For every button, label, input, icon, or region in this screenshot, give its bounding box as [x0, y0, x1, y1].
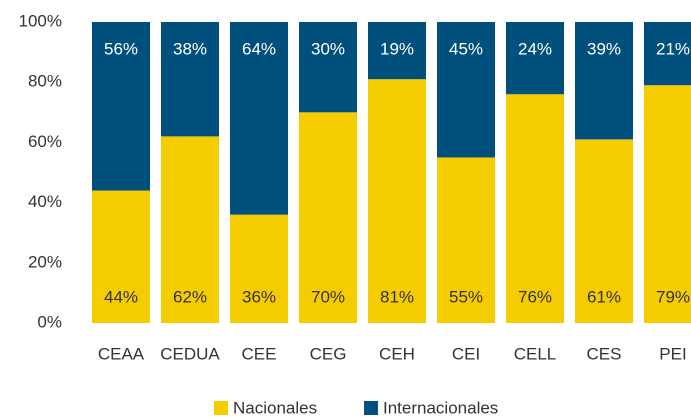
bar-segment — [161, 136, 219, 323]
y-tick-label: 0% — [37, 312, 62, 331]
x-tick-label: CEE — [242, 344, 277, 363]
y-tick-label: 100% — [19, 11, 62, 30]
data-label: 45% — [449, 39, 483, 58]
data-label: 21% — [656, 39, 690, 58]
data-label: 55% — [449, 287, 483, 306]
data-label: 30% — [311, 39, 345, 58]
y-tick-label: 60% — [28, 132, 62, 151]
data-label: 70% — [311, 287, 345, 306]
data-label: 61% — [587, 287, 621, 306]
legend-swatch — [364, 401, 378, 415]
data-label: 38% — [173, 39, 207, 58]
legend-label: Nacionales — [233, 398, 317, 417]
bar-segment — [368, 22, 426, 80]
x-tick-label: CEDUA — [160, 344, 220, 363]
x-tick-label: CEH — [379, 344, 415, 363]
x-tick-label: CEI — [452, 344, 480, 363]
bar-segment — [575, 139, 633, 323]
bar-segment — [575, 22, 633, 140]
x-tick-label: PEI — [659, 344, 686, 363]
bar-segment — [368, 79, 426, 323]
data-label: 39% — [587, 39, 621, 58]
data-label: 64% — [242, 39, 276, 58]
legend-swatch — [214, 401, 228, 415]
bar-segment — [230, 214, 288, 323]
bar-segment — [644, 85, 691, 324]
data-label: 44% — [104, 287, 138, 306]
bar-segment — [299, 112, 357, 323]
data-label: 79% — [656, 287, 690, 306]
legend-label: Internacionales — [383, 398, 498, 417]
data-label: 19% — [380, 39, 414, 58]
y-tick-label: 80% — [28, 72, 62, 91]
bar-segment — [92, 22, 150, 191]
data-label: 76% — [518, 287, 552, 306]
y-tick-label: 40% — [28, 192, 62, 211]
x-tick-label: CES — [587, 344, 622, 363]
y-tick-label: 20% — [28, 252, 62, 271]
bar-segment — [161, 22, 219, 137]
x-tick-label: CEG — [310, 344, 347, 363]
data-label: 36% — [242, 287, 276, 306]
bar-segment — [437, 22, 495, 158]
data-label: 24% — [518, 39, 552, 58]
bar-segment — [437, 157, 495, 323]
data-label: 62% — [173, 287, 207, 306]
data-label: 56% — [104, 39, 138, 58]
data-label: 81% — [380, 287, 414, 306]
x-tick-label: CELL — [514, 344, 557, 363]
bar-segment — [92, 190, 150, 323]
bar-segment — [299, 22, 357, 113]
bar-segment — [506, 94, 564, 324]
bar-segment — [644, 22, 691, 86]
bar-segment — [506, 22, 564, 95]
x-tick-label: CEAA — [98, 344, 145, 363]
bar-segment — [230, 22, 288, 215]
